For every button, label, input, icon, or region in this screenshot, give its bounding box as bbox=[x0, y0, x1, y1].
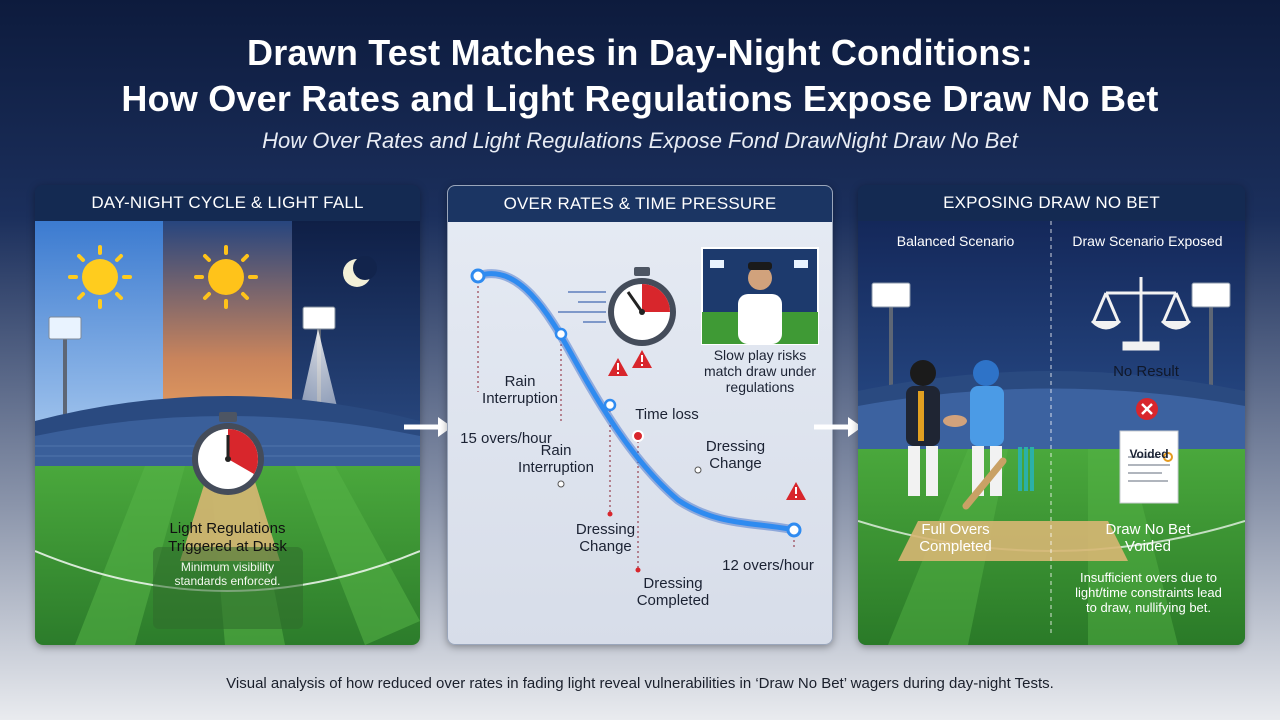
day-night-panel: DAY-NIGHT CYCLE & LIGHT FALL bbox=[35, 185, 420, 645]
draw-no-bet-voided-line1: Draw No Bet bbox=[1105, 521, 1191, 538]
dressing-change-2-line1: Dressing bbox=[575, 521, 636, 538]
insufficient-overs-note-line3: to draw, nullifying bet. bbox=[1085, 600, 1212, 615]
draw-no-bet-panel: EXPOSING DRAW NO BET bbox=[858, 185, 1245, 645]
umpire-image bbox=[701, 247, 819, 345]
start-rate-label: 15 overs/hour bbox=[460, 430, 552, 447]
visibility-note-line1: Minimum visibility bbox=[180, 560, 275, 574]
draw-no-bet-voided-line2: Voided bbox=[1125, 538, 1171, 555]
scales-icon bbox=[1090, 277, 1192, 351]
main-title-line2: How Over Rates and Light Regulations Exp… bbox=[121, 78, 1159, 119]
floodlight-icon bbox=[871, 282, 911, 385]
over-rates-panel-header: OVER RATES & TIME PRESSURE bbox=[448, 186, 832, 222]
umpire-note-line1: Slow play risks bbox=[713, 347, 807, 363]
dressing-completed-line1: Dressing bbox=[643, 575, 703, 592]
label-box bbox=[153, 547, 303, 629]
close-icon bbox=[1136, 398, 1158, 420]
insufficient-overs-note-line2: light/time constraints lead bbox=[1075, 585, 1222, 600]
full-overs-label-line1: Full Overs bbox=[921, 521, 990, 538]
end-rate-label: 12 overs/hour bbox=[722, 557, 814, 574]
balanced-scenario-heading: Balanced Scenario bbox=[896, 233, 1015, 249]
sun-icon bbox=[68, 245, 132, 309]
warning-icon bbox=[608, 358, 628, 376]
rain-interruption-2-line1: Rain bbox=[540, 442, 572, 459]
curve-start-point bbox=[470, 268, 486, 284]
sun-icon bbox=[194, 245, 258, 309]
time-loss-label: Time loss bbox=[635, 406, 699, 423]
visibility-note-line2: standards enforced. bbox=[174, 574, 281, 588]
umpire-note-line3: regulations bbox=[725, 379, 795, 395]
light-regulations-label-line2: Triggered at Dusk bbox=[168, 538, 287, 555]
no-result-label: No Result bbox=[1113, 363, 1179, 380]
voided-ticket-icon bbox=[1119, 430, 1179, 504]
right-arrow-icon bbox=[404, 417, 452, 437]
stopwatch-icon bbox=[608, 267, 676, 346]
day-night-scene bbox=[35, 221, 420, 645]
draw-scenario-heading: Draw Scenario Exposed bbox=[1072, 233, 1223, 249]
insufficient-overs-note-line1: Insufficient overs due to bbox=[1079, 570, 1218, 585]
over-rates-panel: OVER RATES & TIME PRESSURE bbox=[447, 185, 833, 645]
draw-no-bet-panel-header: EXPOSING DRAW NO BET bbox=[858, 185, 1245, 221]
dressing-change-2-line2: Change bbox=[579, 538, 632, 555]
over-rate-diagram bbox=[470, 247, 819, 573]
fielder-player bbox=[962, 360, 1007, 510]
warning-icon bbox=[786, 482, 806, 500]
light-regulations-label-line1: Light Regulations bbox=[169, 520, 286, 537]
over-rate-curve bbox=[475, 271, 797, 533]
main-title-line1: Drawn Test Matches in Day-Night Conditio… bbox=[247, 32, 1033, 73]
full-overs-label-line2: Completed bbox=[919, 538, 992, 555]
right-arrow-icon bbox=[814, 417, 862, 437]
floodlight-icon bbox=[48, 316, 82, 419]
time-loss-point bbox=[632, 430, 644, 442]
subtitle: How Over Rates and Light Regulations Exp… bbox=[262, 128, 1018, 153]
rain-interruption-1-line2: Interruption bbox=[482, 390, 558, 407]
stumps bbox=[1018, 447, 1034, 491]
dressing-change-1-line2: Change bbox=[709, 455, 762, 472]
caption: Visual analysis of how reduced over rate… bbox=[226, 675, 1054, 692]
day-night-panel-header: DAY-NIGHT CYCLE & LIGHT FALL bbox=[35, 185, 420, 221]
curve-point bbox=[554, 327, 568, 341]
dressing-completed-line2: Completed bbox=[636, 592, 710, 609]
cricket-pitch bbox=[180, 466, 280, 561]
cricket-pitch bbox=[898, 521, 1128, 561]
umpire-note-line2: match draw under bbox=[703, 363, 817, 379]
curve-point bbox=[603, 398, 617, 412]
draw-no-bet-scene bbox=[858, 221, 1245, 645]
curve-end-point bbox=[786, 522, 802, 538]
dressing-change-1-line1: Dressing bbox=[705, 438, 766, 455]
moon-icon bbox=[343, 256, 377, 287]
voided-ticket-label: Voided bbox=[1129, 447, 1169, 461]
rain-interruption-1-line1: Rain bbox=[504, 373, 536, 390]
rain-interruption-2-line2: Interruption bbox=[518, 459, 594, 476]
batsman-player bbox=[906, 360, 940, 496]
floodlight-icon bbox=[1191, 282, 1231, 385]
stopwatch-icon bbox=[192, 412, 264, 495]
handshake bbox=[943, 415, 967, 427]
warning-icon bbox=[632, 350, 652, 368]
speed-lines bbox=[558, 291, 606, 323]
